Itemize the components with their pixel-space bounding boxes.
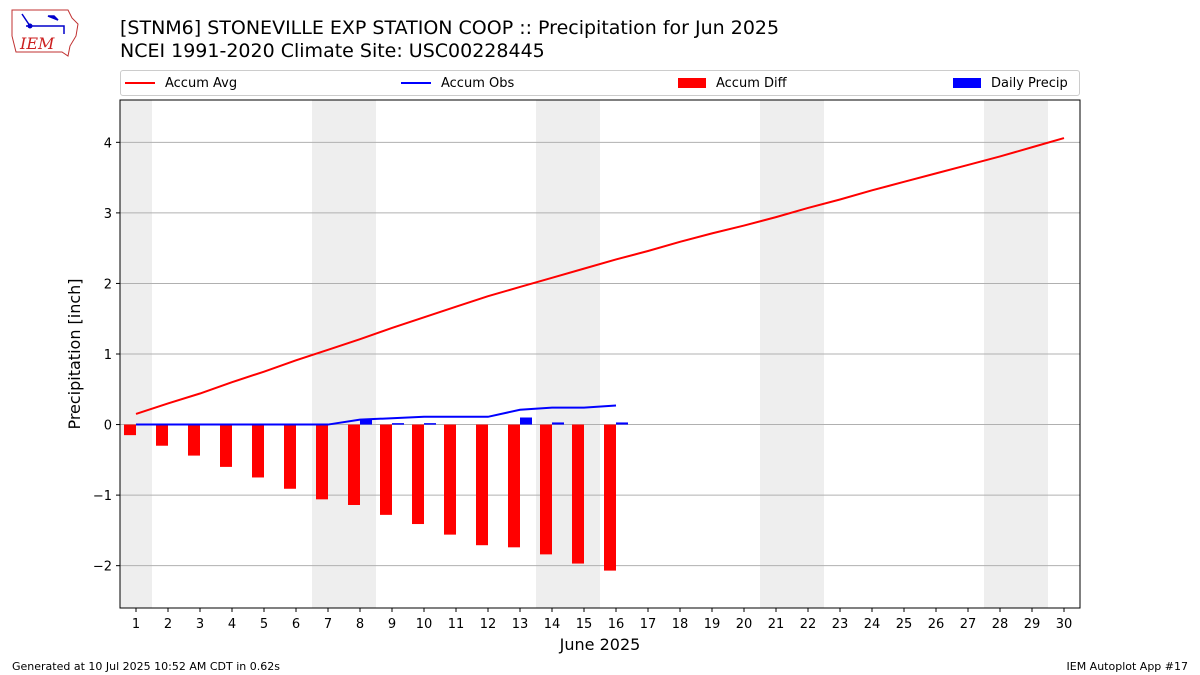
accum-diff-bar-day-12 — [476, 424, 488, 546]
x-tick-label-1: 1 — [132, 617, 140, 632]
chart-title-line2: NCEI 1991-2020 Climate Site: USC00228445 — [120, 40, 545, 62]
y-tick-label-0: 0 — [104, 419, 112, 434]
x-tick-label-15: 15 — [576, 617, 593, 632]
x-tick-label-14: 14 — [544, 617, 561, 632]
logo-text: IEM — [19, 34, 55, 53]
legend-label-accum-diff: Accum Diff — [716, 75, 787, 91]
x-tick-label-3: 3 — [196, 617, 204, 632]
accum-diff-bar-day-8 — [348, 424, 360, 505]
x-tick-label-7: 7 — [324, 617, 332, 632]
x-tick-label-18: 18 — [672, 617, 689, 632]
x-tick-label-24: 24 — [864, 617, 881, 632]
daily-precip-bar-day-9 — [392, 423, 404, 425]
iem-logo: IEM — [11, 9, 79, 57]
accum-diff-bar-day-3 — [188, 424, 200, 456]
legend-swatch-daily-precip — [953, 78, 981, 88]
y-tick-label--1: −1 — [93, 489, 112, 504]
x-tick-label-4: 4 — [228, 617, 236, 632]
x-tick-label-23: 23 — [832, 617, 849, 632]
x-tick-label-22: 22 — [800, 617, 817, 632]
x-tick-label-6: 6 — [292, 617, 300, 632]
accum-obs-line — [136, 404, 617, 426]
accum-diff-bar-day-5 — [252, 424, 264, 478]
y-tick-label-3: 3 — [104, 207, 112, 222]
accum-diff-bar-day-4 — [220, 424, 232, 467]
y-tick-label--2: −2 — [93, 560, 112, 575]
chart-legend: Accum Avg Accum Obs Accum Diff Daily Pre… — [120, 70, 1080, 96]
legend-swatch-accum-obs — [401, 82, 431, 84]
x-tick-label-10: 10 — [416, 617, 433, 632]
accum-diff-bar-day-15 — [572, 424, 584, 564]
x-tick-label-16: 16 — [608, 617, 625, 632]
accum-diff-bar-day-10 — [412, 424, 424, 525]
legend-item-daily-precip: Daily Precip — [953, 74, 1068, 92]
x-tick-label-19: 19 — [704, 617, 721, 632]
accum-diff-bar-day-9 — [380, 424, 392, 515]
accum-diff-bar-day-11 — [444, 424, 456, 535]
daily-precip-bar-day-10 — [424, 423, 436, 425]
legend-item-accum-obs: Accum Obs — [401, 74, 514, 92]
x-tick-label-29: 29 — [1024, 617, 1041, 632]
footer-generated-text: Generated at 10 Jul 2025 10:52 AM CDT in… — [12, 660, 280, 673]
footer-app-text: IEM Autoplot App #17 — [1066, 660, 1189, 673]
accum-diff-bar-day-2 — [156, 424, 168, 446]
y-tick-label-1: 1 — [104, 348, 112, 363]
accum-avg-line — [135, 137, 1065, 415]
accum-diff-bar-day-6 — [284, 424, 296, 489]
x-tick-label-12: 12 — [480, 617, 497, 632]
y-axis-label: Precipitation [inch] — [65, 278, 84, 429]
x-tick-label-25: 25 — [896, 617, 913, 632]
y-tick-label-2: 2 — [104, 277, 112, 292]
daily-precip-bar-day-16 — [616, 422, 628, 425]
legend-item-accum-avg: Accum Avg — [125, 74, 237, 92]
x-axis-label: June 2025 — [559, 635, 641, 654]
legend-label-accum-obs: Accum Obs — [441, 75, 515, 91]
legend-label-accum-avg: Accum Avg — [165, 75, 238, 91]
x-tick-label-17: 17 — [640, 617, 657, 632]
accum-diff-bar-day-1 — [124, 424, 136, 436]
legend-item-accum-diff: Accum Diff — [678, 74, 787, 92]
x-tick-label-9: 9 — [388, 617, 396, 632]
daily-precip-bar-day-13 — [520, 417, 532, 425]
legend-swatch-accum-avg — [125, 82, 155, 84]
legend-swatch-accum-diff — [678, 78, 706, 88]
x-tick-label-28: 28 — [992, 617, 1009, 632]
accum-diff-bar-day-7 — [316, 424, 328, 500]
y-tick-label-4: 4 — [104, 136, 112, 151]
accum-diff-bar-day-16 — [604, 424, 616, 571]
x-tick-label-11: 11 — [448, 617, 465, 632]
x-tick-label-2: 2 — [164, 617, 172, 632]
x-tick-label-21: 21 — [768, 617, 785, 632]
x-tick-label-8: 8 — [356, 617, 364, 632]
x-tick-label-30: 30 — [1056, 617, 1073, 632]
daily-precip-bar-day-8 — [360, 419, 372, 425]
x-tick-label-26: 26 — [928, 617, 945, 632]
accum-diff-bar-day-14 — [540, 424, 552, 555]
x-tick-label-13: 13 — [512, 617, 529, 632]
legend-label-daily-precip: Daily Precip — [991, 75, 1068, 91]
chart-title-line1: [STNM6] STONEVILLE EXP STATION COOP :: P… — [120, 17, 780, 39]
x-tick-label-5: 5 — [260, 617, 268, 632]
x-tick-label-20: 20 — [736, 617, 753, 632]
accum-diff-bar-day-13 — [508, 424, 520, 548]
daily-precip-bar-day-14 — [552, 422, 564, 425]
x-tick-label-27: 27 — [960, 617, 977, 632]
